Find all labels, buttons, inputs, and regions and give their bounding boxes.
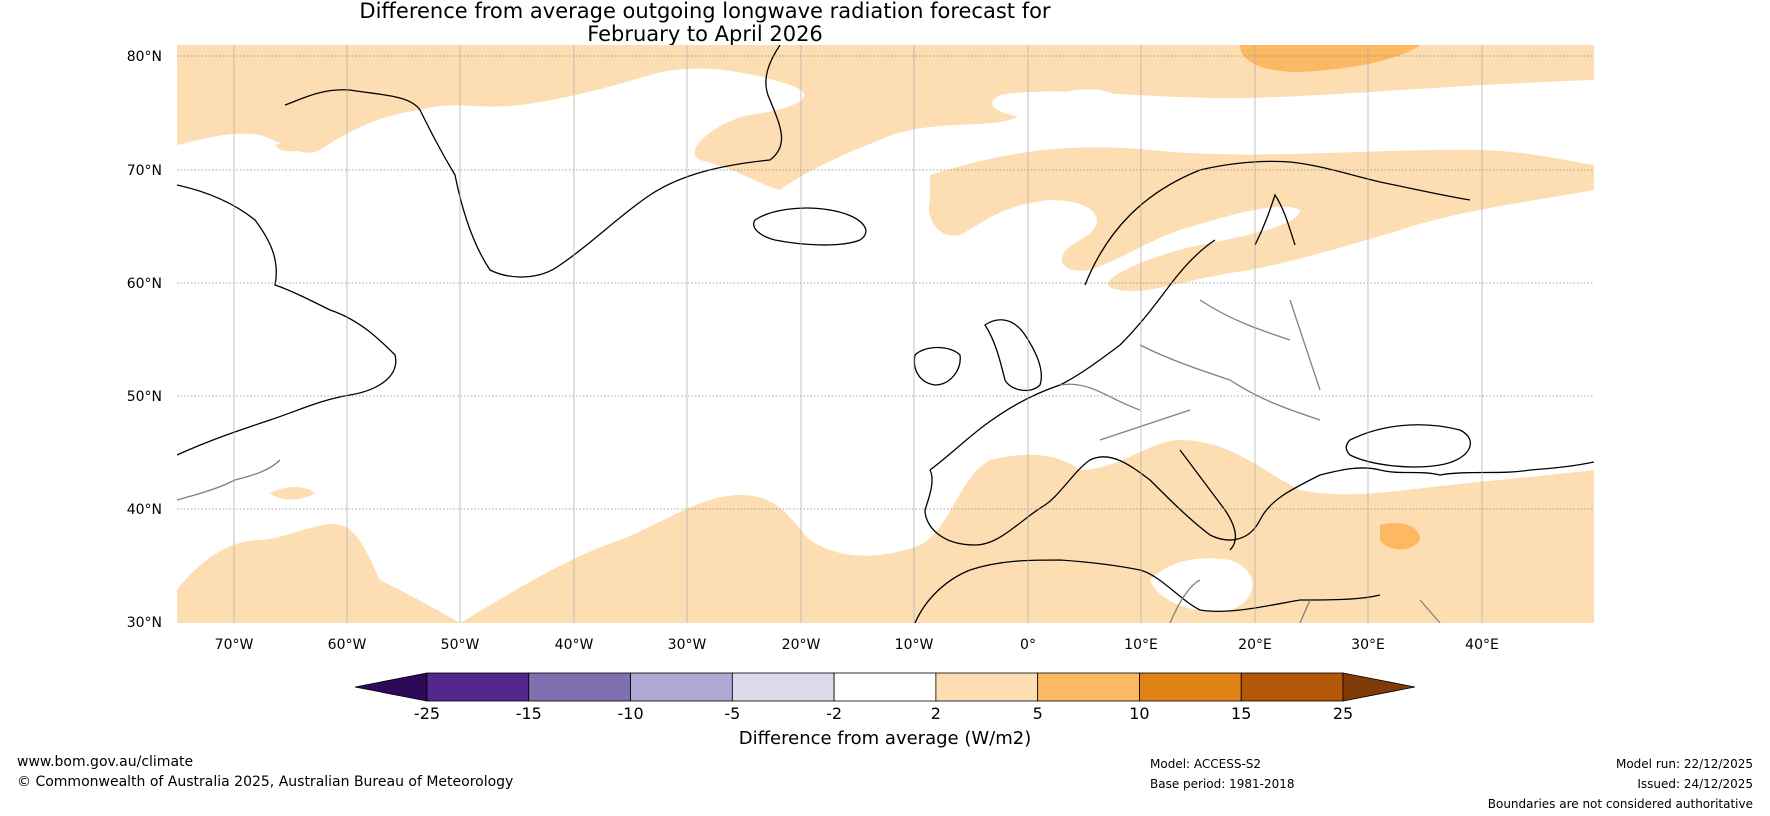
anomaly-region-mediterranean [460, 440, 1594, 623]
colorbar-segment [935, 672, 1039, 702]
lat-label: 50°N [127, 389, 162, 405]
coastline-baffin [284, 89, 421, 111]
coastline-north-america [177, 184, 397, 456]
footer-disclaimer: Boundaries are not considered authoritat… [1487, 797, 1753, 811]
lon-label: 50°W [441, 637, 480, 653]
colorbar-tick-label: -5 [724, 704, 740, 723]
lon-label: 70°W [215, 637, 254, 653]
colorbar-extend-low [354, 672, 428, 702]
anomaly-region-arctic-strong [1240, 45, 1420, 72]
colorbar-tick-label: 2 [931, 704, 941, 723]
colorbar-tick-label: 5 [1033, 704, 1043, 723]
colorbar-segment [1139, 672, 1242, 702]
meridians [233, 45, 1483, 623]
country-borders-africa [1169, 579, 1441, 623]
white-gap-arctic [992, 80, 1594, 146]
colorbar-tick-label: -15 [516, 704, 542, 723]
anomaly-region-scandinavia [929, 147, 1594, 291]
lon-label: 20°E [1238, 637, 1272, 653]
title-line-1: Difference from average outgoing longwav… [359, 0, 1051, 23]
colorbar-tick-label: -2 [826, 704, 842, 723]
gridlines [177, 55, 1594, 510]
anomaly-patch-small [270, 487, 315, 500]
lon-label: 10°W [895, 637, 934, 653]
lat-label: 40°N [127, 502, 162, 518]
coastline-europe-north [929, 239, 1216, 471]
colorbar-segment [1037, 672, 1140, 702]
border-north-america [177, 459, 281, 501]
coastline-scandinavia [1084, 160, 1471, 286]
footer-copyright: © Commonwealth of Australia 2025, Austra… [17, 774, 514, 790]
colorbar-tick-label: -10 [617, 704, 643, 723]
colorbar-segment [426, 672, 530, 702]
country-borders [1059, 299, 1321, 441]
coastline-greenland [419, 45, 783, 278]
coastline-ireland [913, 346, 961, 386]
lat-labels: 80°N 70°N 60°N 50°N 40°N 30°N [127, 49, 162, 631]
colorbar-segment [630, 672, 733, 702]
colorbar-segment [731, 672, 835, 702]
colorbar-extend-high [1342, 672, 1416, 702]
anomaly-patch-small [275, 143, 301, 152]
lat-label: 80°N [127, 49, 162, 65]
lon-label: 30°W [668, 637, 707, 653]
anomaly-shading [177, 45, 1594, 623]
coastline-black-sea [1345, 424, 1472, 468]
anomaly-region-west-atlantic [177, 524, 460, 623]
coastlines [177, 45, 1594, 623]
colorbar: -25 -15 -10 -5 -2 2 5 10 15 25 [354, 672, 1416, 723]
colorbar-tick-label: 15 [1231, 704, 1251, 723]
lon-label: 20°W [782, 637, 821, 653]
coastline-europe-south [924, 456, 1594, 546]
lat-label: 30°N [127, 615, 162, 631]
colorbar-tick-label: 25 [1333, 704, 1353, 723]
footer-model: Model: ACCESS-S2 [1150, 757, 1262, 771]
coastline-iceland [753, 207, 867, 246]
lon-label: 30°E [1351, 637, 1385, 653]
white-gap-mediterranean [1150, 558, 1253, 612]
footer-model-run: Model run: 22/12/2025 [1615, 757, 1753, 771]
lon-label: 0° [1020, 637, 1036, 653]
footer-issued: Issued: 24/12/2025 [1637, 777, 1753, 791]
colorbar-label: Difference from average (W/m2) [738, 728, 1032, 749]
footer-base-period: Base period: 1981-2018 [1150, 777, 1295, 791]
title-line-2: February to April 2026 [587, 22, 823, 46]
coastline-baltic [1254, 193, 1296, 246]
lon-label: 40°W [555, 637, 594, 653]
colorbar-segment [528, 672, 631, 702]
colorbar-segment [1240, 672, 1344, 702]
coastline-north-africa [914, 559, 1381, 623]
lon-label: 10°E [1124, 637, 1158, 653]
anomaly-region-north [177, 45, 1594, 190]
coastline-great-britain [984, 319, 1042, 392]
coastline-italy [1179, 449, 1237, 551]
lat-label: 70°N [127, 163, 162, 179]
colorbar-tick-label: -25 [414, 704, 440, 723]
lon-label: 60°W [328, 637, 367, 653]
colorbar-segment [833, 672, 937, 702]
map-title: Difference from average outgoing longwav… [230, 0, 1180, 46]
anomaly-region-east-strong [1380, 523, 1420, 550]
footer-url: www.bom.gov.au/climate [17, 754, 194, 770]
lat-label: 60°N [127, 276, 162, 292]
colorbar-tick-label: 10 [1129, 704, 1149, 723]
lon-label: 40°E [1465, 637, 1499, 653]
lon-labels: 70°W 60°W 50°W 40°W 30°W 20°W 10°W 0° 10… [215, 637, 1499, 653]
